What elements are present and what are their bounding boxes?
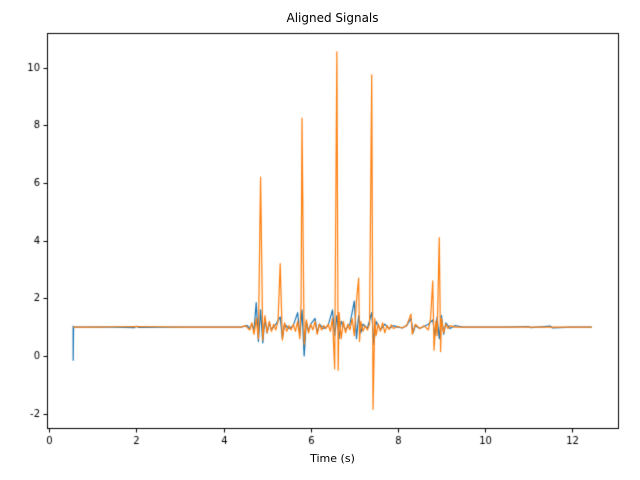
x-axis-label: Time (s) <box>310 452 355 465</box>
chart-title: Aligned Signals <box>286 11 379 25</box>
